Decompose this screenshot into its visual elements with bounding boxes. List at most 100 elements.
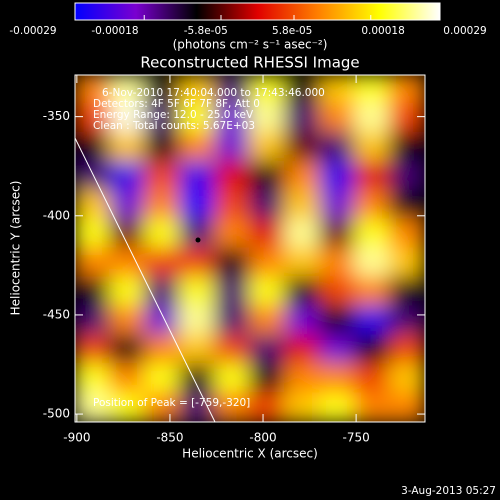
- heatmap-cell: [354, 189, 391, 221]
- heatmap-cell: [249, 305, 286, 337]
- heatmap-cell: [75, 334, 111, 366]
- heatmap-cell: [109, 75, 146, 105]
- heatmap-cell: [354, 131, 391, 163]
- heatmap-cell: [389, 218, 425, 250]
- heatmap-cell: [319, 334, 356, 366]
- heatmap-cell: [144, 160, 181, 192]
- heatmap-cell: [144, 276, 181, 308]
- heatmap-cell: [389, 247, 425, 279]
- heatmap-cell: [249, 131, 286, 163]
- heatmap-cell: [144, 247, 181, 279]
- heatmap-cell: [214, 392, 251, 422]
- colorbar-tick-label: -0.00018: [91, 25, 138, 37]
- heatmap-cell: [389, 334, 425, 366]
- heatmap-cell: [214, 276, 251, 308]
- heatmap-cell: [284, 276, 321, 308]
- heatmap-cell: [389, 276, 425, 308]
- heatmap-cell: [179, 218, 216, 250]
- heatmap-cell: [319, 189, 356, 221]
- heatmap-cell: [179, 334, 216, 366]
- heatmap-cell: [109, 189, 146, 221]
- heatmap-cell: [389, 305, 425, 337]
- y-tick-label: -500: [43, 407, 70, 421]
- annotation: 6-Nov-2010 17:40:04.000 to 17:43:46.000: [102, 87, 325, 99]
- heatmap-cell: [284, 392, 321, 422]
- heatmap-cell: [144, 131, 181, 163]
- chart-title: Reconstructed RHESSI Image: [140, 54, 359, 72]
- heatmap-cell: [144, 305, 181, 337]
- heatmap-cell: [179, 392, 216, 422]
- heatmap-cell: [144, 334, 181, 366]
- heatmap-cell: [284, 218, 321, 250]
- annotation: Clean : Total counts: 5.67E+03: [93, 120, 255, 132]
- heatmap-cell: [214, 305, 251, 337]
- annotation: Detectors: 4F 5F 6F 7F 8F, Att 0: [93, 98, 260, 110]
- heatmap-cell: [179, 102, 216, 134]
- annotations: 6-Nov-2010 17:40:04.000 to 17:43:46.000D…: [93, 87, 325, 132]
- heatmap-cell: [109, 363, 146, 395]
- heatmap-cell: [249, 189, 286, 221]
- heatmap-cell: [249, 160, 286, 192]
- heatmap-cell: [249, 247, 286, 279]
- heatmap-cell: [249, 276, 286, 308]
- heatmap-cell: [109, 334, 146, 366]
- peak-label: Position of Peak = [-759,-320]: [93, 397, 250, 409]
- heatmap-cell: [319, 131, 356, 163]
- heatmap-cell: [354, 305, 391, 337]
- heatmap-cell: [354, 218, 391, 250]
- heatmap-cell: [249, 75, 286, 105]
- heatmap-cell: [109, 276, 146, 308]
- heatmap-cell: [144, 189, 181, 221]
- heatmap-cell: [319, 305, 356, 337]
- heatmap-cell: [354, 160, 391, 192]
- x-tick-label: -850: [156, 431, 183, 445]
- heatmap-cell: [109, 102, 146, 134]
- colorbar-tick-label: 0.00018: [361, 25, 404, 37]
- heatmap-cell: [319, 75, 356, 105]
- heatmap-cell: [75, 276, 111, 308]
- heatmap-cell: [284, 363, 321, 395]
- heatmap-cell: [214, 189, 251, 221]
- heatmap-cell: [144, 218, 181, 250]
- image-area: [75, 75, 425, 422]
- heatmap-cell: [319, 160, 356, 192]
- heatmap-cell: [214, 247, 251, 279]
- heatmap-cell: [354, 247, 391, 279]
- heatmap-cell: [389, 102, 425, 134]
- heatmap-cell: [179, 247, 216, 279]
- heatmap-cell: [75, 160, 111, 192]
- heatmap-cell: [214, 218, 251, 250]
- heatmap-cell: [214, 334, 251, 366]
- heatmap-cell: [319, 218, 356, 250]
- heatmap-cell: [284, 131, 321, 163]
- heatmap-cell: [179, 305, 216, 337]
- heatmap-cell: [179, 131, 216, 163]
- heatmap-cell: [389, 392, 425, 422]
- heatmap-cell: [109, 247, 146, 279]
- colorbar-tick-label: 5.8e-05: [272, 25, 312, 37]
- heatmap-cell: [179, 160, 216, 192]
- heatmap-cell: [354, 75, 391, 105]
- footer-date: 3-Aug-2013 05:27: [401, 485, 496, 497]
- heatmap-cell: [354, 363, 391, 395]
- heatmap-cell: [214, 160, 251, 192]
- y-tick-label: -400: [43, 208, 70, 222]
- heatmap-cell: [249, 218, 286, 250]
- heatmap-cell: [214, 131, 251, 163]
- colorbar-tick-label: -0.00029: [9, 25, 56, 37]
- heatmap-cell: [75, 247, 111, 279]
- heatmap-cell: [284, 305, 321, 337]
- heatmap-cell: [354, 392, 391, 422]
- heatmap-cell: [109, 131, 146, 163]
- peak-marker: [195, 237, 201, 243]
- heatmap-cell: [389, 131, 425, 163]
- heatmap-cell: [249, 334, 286, 366]
- plot-frame: [74, 74, 426, 423]
- heatmap-cell: [75, 305, 111, 337]
- heatmap-cell: [179, 363, 216, 395]
- heatmap-cell: [109, 305, 146, 337]
- heatmap-cell: [75, 392, 111, 422]
- heatmap-cell: [319, 276, 356, 308]
- heatmap-cell: [179, 189, 216, 221]
- heatmap-cell: [284, 160, 321, 192]
